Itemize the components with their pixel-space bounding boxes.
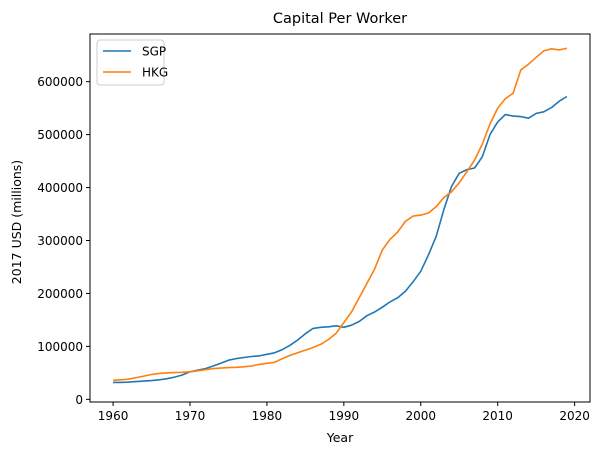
legend-label-hkg: HKG xyxy=(142,66,168,80)
chart-title: Capital Per Worker xyxy=(273,11,407,27)
x-tick-label: 2010 xyxy=(482,409,513,423)
y-axis-label: 2017 USD (millions) xyxy=(9,160,24,284)
y-tick-label: 600000 xyxy=(37,75,83,89)
x-tick-label: 2000 xyxy=(405,409,436,423)
legend: SGP HKG xyxy=(96,39,168,86)
x-tick-label: 1970 xyxy=(175,409,206,423)
y-tick-label: 300000 xyxy=(37,234,83,248)
x-tick-label: 2020 xyxy=(559,409,590,423)
series-layer xyxy=(113,47,568,384)
y-tick-label: 200000 xyxy=(37,287,83,301)
series-line-hkg xyxy=(113,47,568,382)
plot-frame xyxy=(89,33,591,403)
x-tick-label: 1980 xyxy=(252,409,283,423)
y-tick-label: 500000 xyxy=(37,128,83,142)
x-axis-ticks: 1960 1970 1980 1990 2000 2010 2020 xyxy=(98,402,590,423)
y-tick-label: 100000 xyxy=(37,340,83,354)
x-tick-label: 1960 xyxy=(98,409,129,423)
y-tick-label: 400000 xyxy=(37,181,83,195)
y-tick-label: 0 xyxy=(75,393,83,407)
legend-label-sgp: SGP xyxy=(142,45,166,59)
y-axis-ticks: 0 100000 200000 300000 400000 500000 600000 xyxy=(37,75,90,407)
x-tick-label: 1990 xyxy=(329,409,360,423)
x-axis-label: Year xyxy=(326,430,354,445)
